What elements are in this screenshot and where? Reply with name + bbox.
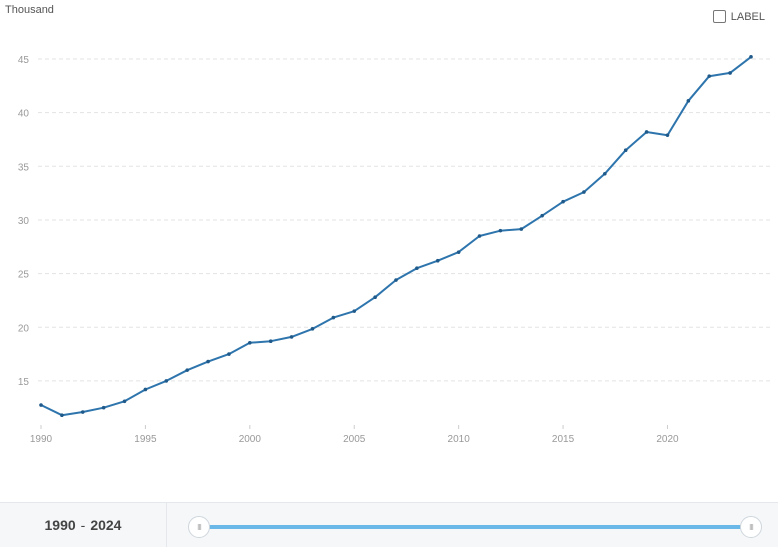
- data-point[interactable]: [582, 190, 586, 194]
- data-point[interactable]: [352, 309, 357, 313]
- x-tick-label: 2020: [656, 434, 679, 445]
- data-point[interactable]: [206, 359, 210, 364]
- range-end: 2024: [90, 517, 122, 533]
- x-tick-label: 2015: [552, 434, 575, 445]
- data-point[interactable]: [268, 339, 273, 343]
- label-toggle-text: LABEL: [730, 10, 765, 23]
- data-point[interactable]: [728, 71, 732, 75]
- slider-handle-start[interactable]: III: [188, 516, 210, 538]
- y-tick-label: 15: [18, 377, 30, 388]
- grip-icon: III: [197, 522, 202, 532]
- line-chart: 15 20 25 30 35 40 45 1990 1995 2000 2005 2010 2015 20…: [18, 55, 770, 445]
- data-point[interactable]: [686, 99, 691, 103]
- checkbox-icon[interactable]: [712, 10, 726, 23]
- data-point[interactable]: [39, 403, 43, 407]
- data-point[interactable]: [227, 352, 231, 356]
- y-tick-label: 25: [18, 270, 30, 281]
- y-tick-label: 45: [18, 55, 30, 66]
- y-tick-label: 35: [18, 162, 30, 173]
- x-tick-label: 1995: [134, 434, 157, 445]
- data-point[interactable]: [122, 399, 127, 404]
- data-point[interactable]: [644, 130, 649, 134]
- y-tick-label: 40: [18, 109, 30, 120]
- data-line: [40, 56, 752, 417]
- data-point[interactable]: [623, 148, 628, 153]
- data-point[interactable]: [164, 379, 169, 383]
- y-tick-label: 30: [18, 216, 30, 227]
- data-point[interactable]: [289, 335, 294, 339]
- x-tick-label: 2010: [448, 434, 471, 445]
- slider-handle-end[interactable]: III: [740, 516, 762, 538]
- data-point[interactable]: [519, 227, 524, 231]
- data-point[interactable]: [373, 295, 377, 300]
- data-point[interactable]: [185, 368, 189, 372]
- data-point[interactable]: [707, 74, 712, 78]
- data-point[interactable]: [665, 133, 670, 137]
- data-point[interactable]: [561, 199, 565, 204]
- data-point[interactable]: [477, 234, 482, 238]
- data-point[interactable]: [456, 250, 461, 254]
- data-point[interactable]: [101, 405, 106, 410]
- data-point[interactable]: [331, 315, 336, 320]
- slider-track[interactable]: [200, 525, 750, 529]
- data-point[interactable]: [310, 327, 315, 331]
- data-point[interactable]: [394, 278, 398, 282]
- y-axis-unit-label: Thousand: [5, 4, 54, 16]
- data-point[interactable]: [248, 341, 252, 345]
- range-start: 1990: [44, 517, 76, 533]
- label-toggle-checkbox[interactable]: LABEL: [712, 10, 765, 23]
- year-range-slider[interactable]: III III: [186, 503, 764, 547]
- data-point[interactable]: [498, 228, 503, 233]
- y-tick-label: 20: [18, 323, 30, 334]
- data-point[interactable]: [603, 172, 607, 176]
- data-point[interactable]: [80, 410, 85, 414]
- x-tick-label: 1990: [30, 434, 53, 445]
- data-point[interactable]: [540, 213, 544, 218]
- grip-icon: III: [749, 522, 754, 532]
- data-point[interactable]: [415, 266, 419, 271]
- data-point[interactable]: [435, 258, 440, 263]
- data-point[interactable]: [143, 387, 148, 392]
- x-tick-label: 2000: [239, 434, 262, 445]
- year-range-display: 1990 - 2024: [0, 503, 167, 547]
- range-separator: -: [80, 517, 86, 533]
- data-point[interactable]: [749, 55, 753, 59]
- x-tick-label: 2005: [343, 434, 366, 445]
- data-point[interactable]: [60, 413, 64, 418]
- time-range-footer: 1990 - 2024 III III: [0, 502, 778, 547]
